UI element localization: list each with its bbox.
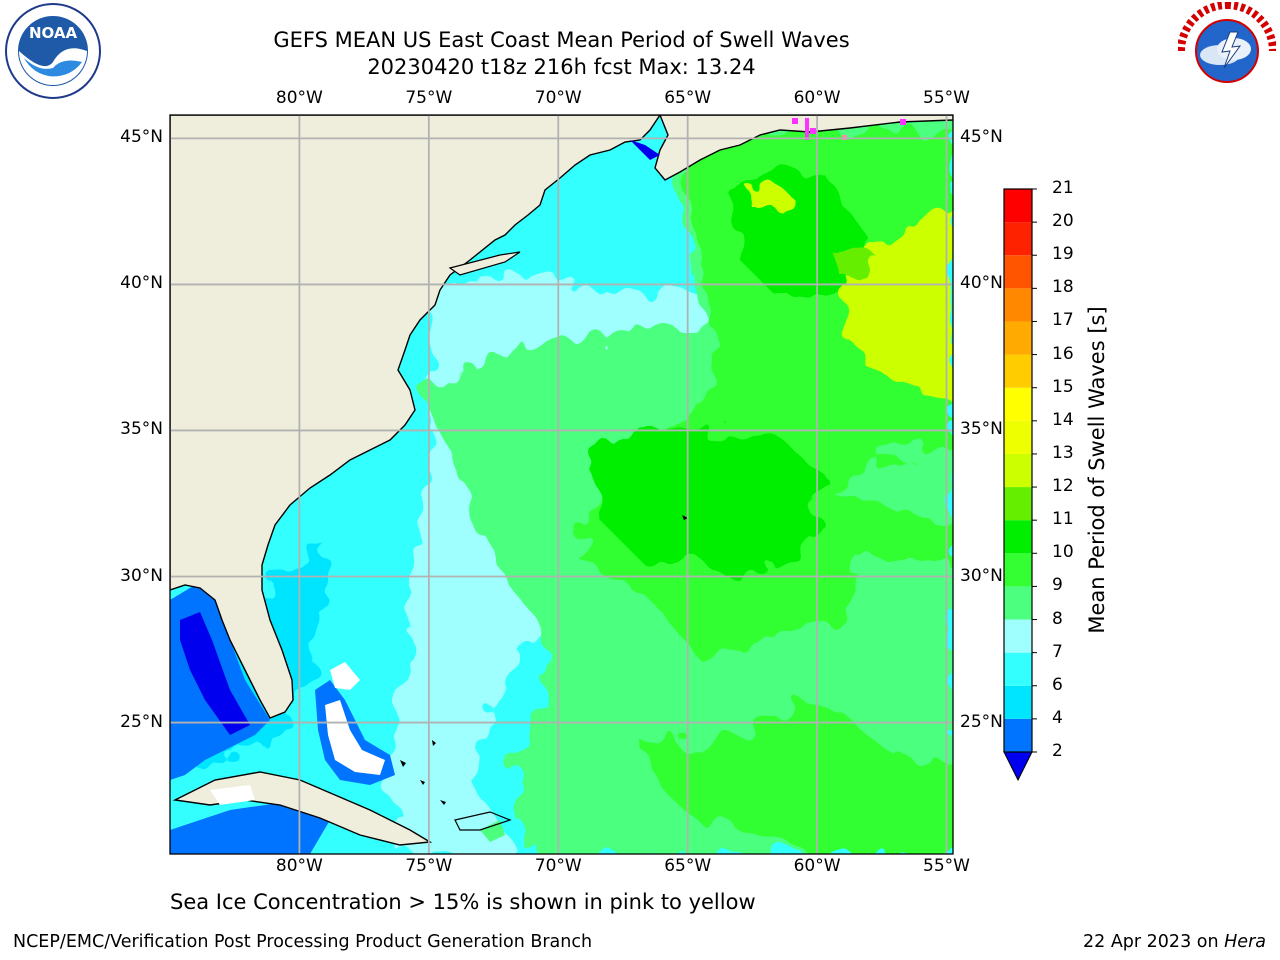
colorbar-block-10	[1004, 387, 1032, 421]
colorbar-tick-label-2: 6	[1052, 674, 1063, 695]
colorbar-block-7	[1004, 487, 1032, 521]
colorbar-block-9	[1004, 420, 1032, 454]
lon-label-top-1: 75°W	[405, 88, 453, 108]
lat-label-left-1: 40°N	[120, 273, 163, 294]
colorbar-block-4	[1004, 586, 1032, 620]
colorbar-block-8	[1004, 453, 1032, 488]
footer-host: Hera	[1224, 932, 1266, 952]
footer-date-text: 22 Apr 2023 on	[1083, 932, 1225, 952]
colorbar-block-11	[1004, 354, 1032, 388]
colorbar-extend-triangle	[1003, 751, 1033, 782]
lon-label-bottom-0: 80°W	[275, 856, 323, 876]
lon-label-bottom-5: 55°W	[923, 856, 970, 876]
lon-label-top-4: 60°W	[793, 88, 841, 108]
bahamas-banks-inner	[325, 700, 385, 775]
lon-label-top-5: 55°W	[923, 88, 970, 108]
colorbar-tick-label-17: 21	[1052, 178, 1074, 198]
footer-date: 22 Apr 2023 on Hera	[1083, 932, 1266, 952]
lon-label-top-0: 80°W	[275, 88, 323, 108]
sea-ice-caption: Sea Ice Concentration > 15% is shown in …	[170, 890, 756, 914]
lat-label-right-3: 30°N	[960, 565, 1003, 586]
lon-label-top-3: 65°W	[664, 88, 712, 108]
colorbar-tick-label-10: 14	[1052, 409, 1074, 430]
colorbar-tick-label-12: 16	[1052, 343, 1074, 364]
colorbar-block-6	[1004, 520, 1032, 554]
nova-scotia-land	[654, 115, 953, 181]
chart-subtitle: 20230420 t18z 216h fcst Max: 13.24	[367, 55, 756, 79]
map-frame	[169, 114, 954, 855]
colorbar-frame	[1003, 188, 1033, 753]
colorbar-tick-label-4: 8	[1052, 608, 1063, 629]
lon-label-top-2: 70°W	[534, 88, 582, 108]
lat-label-left-4: 25°N	[120, 711, 163, 732]
colorbar-tick-label-13: 17	[1052, 310, 1074, 331]
svg-text:NOAA: NOAA	[29, 24, 78, 42]
lat-label-right-2: 35°N	[960, 419, 1003, 440]
colorbar-block-0	[1004, 718, 1032, 752]
colorbar-tick-label-0: 2	[1052, 741, 1063, 761]
colorbar-block-14	[1004, 255, 1032, 289]
lat-label-left-2: 35°N	[120, 419, 163, 440]
colorbar-tick-label-14: 18	[1052, 277, 1074, 298]
colorbar-tick-label-6: 10	[1052, 542, 1074, 563]
us-land	[170, 115, 661, 719]
lat-label-right-1: 40°N	[960, 273, 1003, 294]
colorbar-tick-label-11: 15	[1052, 376, 1074, 397]
chart-title: GEFS MEAN US East Coast Mean Period of S…	[273, 28, 850, 52]
lon-label-bottom-1: 75°W	[405, 856, 453, 876]
noaa-logo: NOAA	[4, 2, 102, 100]
colorbar-tick-label-15: 19	[1052, 244, 1074, 265]
colorbar-block-15	[1004, 222, 1032, 256]
graticule	[170, 115, 953, 854]
footer-credit: NCEP/EMC/Verification Post Processing Pr…	[13, 932, 593, 952]
colorbar-tick-label-7: 11	[1052, 509, 1074, 530]
lat-label-right-4: 25°N	[960, 711, 1003, 732]
colorbar-tick-label-16: 20	[1052, 211, 1074, 232]
lat-label-left-3: 30°N	[120, 565, 163, 586]
lon-label-bottom-2: 70°W	[534, 856, 582, 876]
lat-label-right-0: 45°N	[960, 127, 1003, 148]
colorbar-block-12	[1004, 321, 1032, 355]
colorbar-tick-label-1: 4	[1052, 707, 1063, 728]
colorbar-block-16	[1004, 189, 1032, 223]
colorbar-tick-label-3: 7	[1052, 641, 1063, 662]
lon-label-bottom-3: 65°W	[664, 856, 712, 876]
colorbar-tick-label-9: 13	[1052, 442, 1074, 463]
colorbar-tick-label-5: 9	[1052, 575, 1063, 596]
colorbar-label: Mean Period of Swell Waves [s]	[1085, 306, 1109, 634]
colorbar-block-5	[1004, 553, 1032, 587]
colorbar-block-1	[1004, 685, 1032, 719]
colorbar-block-13	[1004, 288, 1032, 322]
colorbar-block-2	[1004, 652, 1032, 686]
lon-label-bottom-4: 60°W	[793, 856, 841, 876]
caribbean-low-period	[170, 800, 330, 854]
lat-label-left-0: 45°N	[120, 127, 163, 148]
colorbar-tick-label-8: 12	[1052, 476, 1074, 497]
gulf-lowest-period	[180, 612, 250, 735]
nws-logo	[1178, 2, 1276, 100]
colorbar-block-3	[1004, 619, 1032, 653]
